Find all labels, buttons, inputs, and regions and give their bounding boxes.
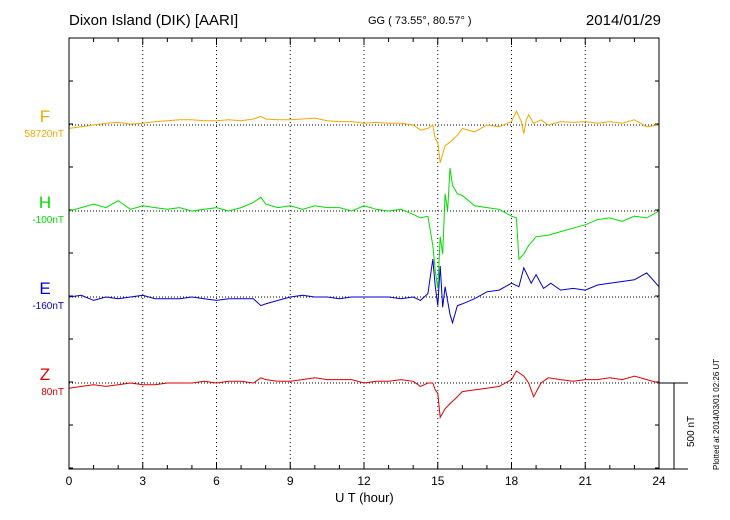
series-line-h (68, 167, 660, 289)
plot-frame (68, 37, 660, 470)
component-name-z: Z (39, 365, 51, 384)
series-line-z (68, 370, 660, 420)
baseline-value-h: -100nT (32, 215, 64, 226)
x-tick-label: 21 (579, 474, 593, 488)
scale-bar-label: 500 nT (686, 415, 697, 447)
baseline-value-z: 80nT (41, 387, 64, 398)
scale-bar (659, 382, 688, 470)
series-line-f (68, 110, 660, 163)
component-name-f: F (39, 107, 51, 126)
series-line-e (68, 259, 660, 325)
plot-date: 2014/01/29 (585, 12, 661, 29)
station-name: Dixon Island (DIK) [AARI] (69, 12, 239, 29)
x-tick-label: 0 (66, 474, 73, 488)
baseline-value-f: 58720nT (24, 129, 64, 140)
x-tick-label: 18 (505, 474, 519, 488)
x-tick-label: 6 (213, 474, 220, 488)
baseline-value-e: -160nT (32, 301, 64, 312)
component-name-h: H (38, 193, 52, 212)
plotted-timestamp: Plotted at 2014/03/01 02:26 UT (712, 358, 721, 470)
x-tick-label: 9 (287, 474, 294, 488)
component-name-e: E (39, 279, 51, 298)
x-tick-label: 24 (652, 474, 666, 488)
x-tick-label: 3 (139, 474, 146, 488)
axis-ticks: 0 3 6 9 12 15 18 21 24 (66, 38, 666, 488)
geographic-coordinates: GG ( 73.55°, 80.57° ) (368, 15, 472, 27)
data-series (68, 110, 660, 420)
x-tick-label: 12 (357, 474, 371, 488)
x-axis-label: U T (hour) (335, 490, 394, 505)
x-tick-label: 15 (431, 474, 445, 488)
